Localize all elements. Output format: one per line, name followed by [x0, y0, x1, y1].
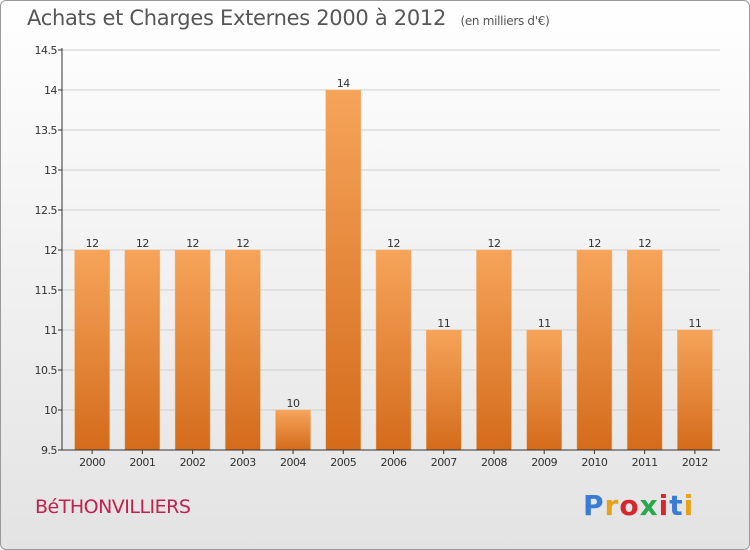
- bar: [174, 249, 211, 451]
- logo-letter: r: [604, 489, 620, 522]
- y-tick-label: 10: [44, 404, 57, 417]
- x-tick-label: 2010: [581, 456, 607, 469]
- bar: [74, 249, 110, 451]
- bar: [124, 249, 161, 451]
- x-tick-label: 2008: [481, 456, 507, 469]
- x-tick-label: 2005: [330, 456, 356, 469]
- bar: [425, 329, 462, 451]
- data-label: 12: [186, 237, 199, 250]
- y-tick-label: 10.5: [35, 364, 58, 377]
- bar: [375, 249, 412, 451]
- axes: [58, 48, 720, 454]
- bar: [275, 409, 311, 451]
- x-tick-label: 2003: [230, 456, 256, 469]
- chart-title-text: Achats et Charges Externes 2000 à 2012: [27, 6, 447, 30]
- data-label: 12: [387, 237, 400, 250]
- data-label: 14: [337, 77, 350, 90]
- bar: [325, 89, 362, 451]
- y-tick-label: 9.5: [41, 444, 57, 457]
- y-tick-label: 14: [44, 84, 57, 97]
- x-tick-label: 2011: [632, 456, 658, 469]
- data-label: 12: [136, 237, 149, 250]
- y-tick-label: 13.5: [35, 124, 58, 137]
- y-tick-label: 11.5: [35, 284, 58, 297]
- data-label: 12: [487, 237, 500, 250]
- logo-letter: t: [669, 489, 684, 522]
- bar: [526, 329, 562, 451]
- logo-letter: i: [683, 489, 695, 522]
- data-label: 11: [538, 317, 551, 330]
- x-tick-label: 2007: [431, 456, 457, 469]
- logo-letter: P: [583, 489, 605, 522]
- x-tick-label: 2012: [682, 456, 708, 469]
- bar: [476, 249, 512, 451]
- data-label: 12: [86, 237, 99, 250]
- data-label: 11: [688, 317, 701, 330]
- logo-letter: i: [658, 489, 670, 522]
- y-tick-label: 11: [44, 324, 57, 337]
- bar: [626, 249, 663, 451]
- bar: [225, 249, 261, 451]
- proxiti-logo[interactable]: Proxiti: [583, 489, 694, 522]
- y-tick-label: 14.5: [35, 44, 58, 57]
- bars: [74, 89, 713, 451]
- bar: [576, 249, 613, 451]
- data-label: 12: [638, 237, 651, 250]
- chart-subtitle: (en milliers d'€): [460, 14, 550, 28]
- x-tick-label: 2006: [381, 456, 407, 469]
- y-tick-label: 12.5: [35, 204, 58, 217]
- data-label: 12: [588, 237, 601, 250]
- data-label: 11: [437, 317, 450, 330]
- data-label: 12: [236, 237, 249, 250]
- chart-title: Achats et Charges Externes 2000 à 2012 (…: [27, 6, 550, 30]
- x-tick-label: 2000: [79, 456, 105, 469]
- y-tick-label: 12: [44, 244, 57, 257]
- data-label: 10: [287, 397, 300, 410]
- logo-letter: x: [639, 489, 659, 522]
- bar: [677, 329, 713, 451]
- commune-name: BéTHONVILLIERS: [35, 496, 191, 518]
- labels: 9.5 10 10.5 11 11.5 12 12.5 13 13.5 14 14.5 12 2000 1…: [35, 44, 709, 469]
- x-tick-label: 2009: [531, 456, 557, 469]
- y-tick-label: 13: [44, 164, 57, 177]
- logo-letter: o: [619, 489, 640, 522]
- x-tick-label: 2001: [129, 456, 155, 469]
- x-tick-label: 2002: [180, 456, 206, 469]
- x-tick-label: 2004: [280, 456, 306, 469]
